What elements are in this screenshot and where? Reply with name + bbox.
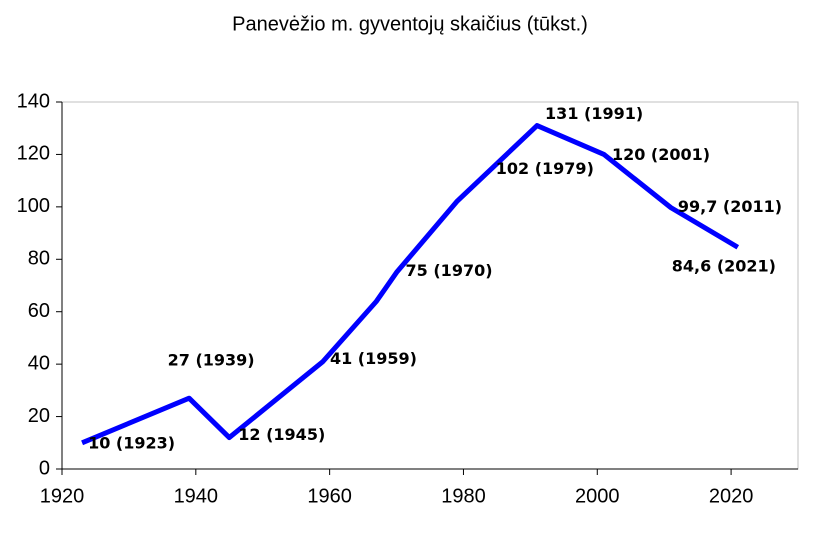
- y-tick-label: 80: [28, 248, 50, 270]
- x-tick-label: 1980: [441, 485, 486, 507]
- value-label: 131 (1991): [545, 104, 643, 123]
- y-tick-label: 100: [17, 195, 50, 217]
- x-tick-label: 1940: [174, 485, 219, 507]
- value-label: 12 (1945): [238, 425, 325, 444]
- x-tick-label: 2020: [709, 485, 754, 507]
- y-tick-label: 120: [17, 143, 50, 165]
- x-tick-label: 1960: [307, 485, 352, 507]
- value-label: 99,7 (2011): [678, 197, 782, 216]
- value-label: 102 (1979): [496, 159, 594, 178]
- value-label: 41 (1959): [330, 349, 417, 368]
- value-label: 27 (1939): [168, 351, 255, 370]
- y-tick-label: 0: [39, 457, 50, 479]
- y-tick-label: 60: [28, 300, 50, 322]
- value-label: 10 (1923): [88, 433, 175, 452]
- x-tick-label: 1920: [40, 485, 85, 507]
- y-tick-label: 20: [28, 405, 50, 427]
- y-tick-label: 140: [17, 90, 50, 112]
- chart-title: Panevėžio m. gyventojų skaičius (tūkst.): [232, 13, 588, 35]
- x-tick-label: 2000: [575, 485, 620, 507]
- line: [81, 123, 740, 446]
- y-tick-label: 40: [28, 352, 50, 374]
- value-label: 84,6 (2021): [672, 257, 776, 276]
- value-label: 75 (1970): [406, 261, 493, 280]
- value-label: 120 (2001): [612, 145, 710, 164]
